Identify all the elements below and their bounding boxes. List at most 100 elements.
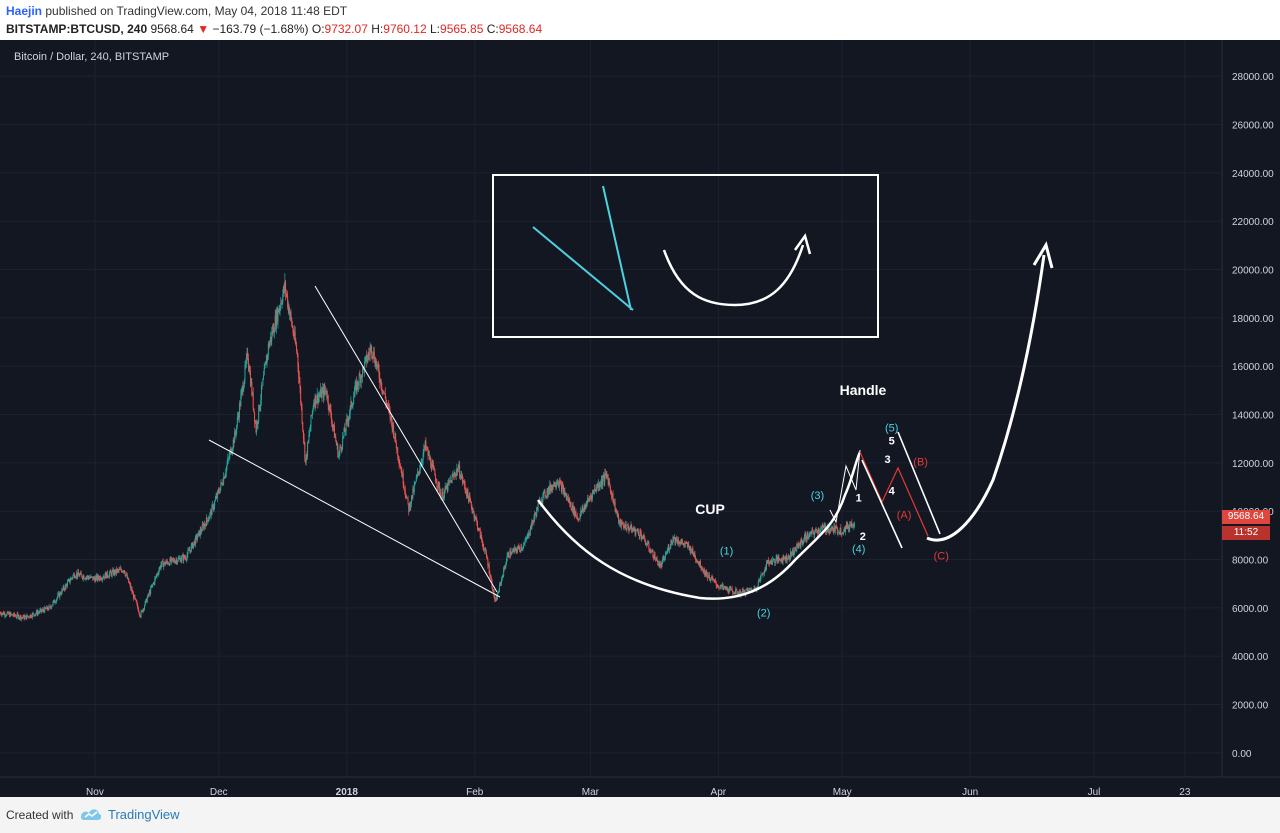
candle-body (240, 394, 242, 406)
candle-body (183, 555, 185, 561)
publish-line: Haejin published on TradingView.com, May… (6, 2, 1276, 20)
candle-body (318, 396, 320, 403)
candle-body (88, 577, 90, 579)
price-tick-label: 24000.00 (1232, 169, 1274, 180)
candle-body (711, 577, 713, 579)
candle-body (823, 526, 825, 528)
candle-body (779, 559, 781, 561)
time-axis[interactable]: Nov Dec 2018 Feb Mar Apr May Jun Jul 23 (86, 787, 1191, 797)
candle-body (560, 481, 562, 484)
candle-body (119, 568, 121, 570)
candle-body (801, 539, 803, 542)
candle-body (146, 599, 148, 603)
candle-body (183, 555, 185, 558)
time-tick-label: 23 (1179, 787, 1191, 797)
candle-body (481, 535, 483, 541)
candle-body (66, 584, 68, 587)
candle-body (41, 610, 43, 612)
price-axis[interactable]: 28000.00 26000.00 24000.00 22000.00 20000.00… (1232, 72, 1274, 760)
candle-body (502, 576, 504, 578)
low-value: 9565.85 (440, 22, 484, 36)
candle-body (772, 559, 774, 560)
candle-body (675, 537, 677, 543)
candle-body (256, 422, 258, 425)
candle-body (806, 533, 808, 541)
candle-body (29, 614, 31, 618)
candle-body (350, 401, 352, 407)
candle-body (24, 615, 26, 617)
candle-body (732, 593, 734, 594)
candle-body (653, 557, 655, 559)
candle-body (409, 503, 411, 508)
candle-body (13, 613, 15, 616)
candle-body (90, 576, 92, 578)
price-tick-label: 28000.00 (1232, 72, 1274, 83)
candle-body (809, 533, 811, 534)
candle-body (31, 613, 33, 618)
candle-body (695, 559, 697, 562)
candle-body (78, 574, 80, 577)
candle-body (400, 468, 402, 471)
candle-body (461, 474, 463, 476)
candle-body (473, 511, 475, 518)
candle-body (777, 556, 779, 562)
candle-body (332, 424, 334, 427)
candle-body (51, 606, 53, 609)
candle-body (536, 507, 538, 511)
candle-body (619, 520, 621, 522)
grid-lines (0, 40, 1222, 777)
candle-body (446, 485, 448, 489)
candle-body (204, 524, 206, 525)
candle-body (376, 365, 378, 367)
candle-body (416, 475, 418, 478)
candle-body (267, 343, 269, 355)
candle-body (638, 535, 640, 536)
candle-body (243, 386, 245, 392)
tradingview-brand-link[interactable]: TradingView (108, 807, 180, 822)
candle-body (585, 504, 587, 507)
candle-body (135, 599, 137, 603)
candle-body (558, 482, 560, 487)
candle-body (244, 365, 246, 380)
price-tick-label: 22000.00 (1232, 217, 1274, 228)
candle-body (278, 309, 280, 313)
candle-body (574, 506, 576, 516)
candle-body (571, 504, 573, 511)
candle-body (130, 584, 132, 590)
candle-body (228, 457, 230, 458)
author-link[interactable]: Haejin (6, 4, 43, 18)
candle-body (601, 479, 603, 485)
candle-body (349, 406, 351, 414)
candle-body (764, 567, 766, 573)
candle-body (580, 510, 582, 513)
candle-body (201, 524, 203, 532)
candle-body (425, 441, 427, 448)
candle-body (715, 583, 717, 586)
candle-body (613, 502, 615, 504)
candle-body (721, 584, 723, 587)
candle-body (643, 534, 645, 537)
candle-body (427, 448, 429, 456)
candle-body (434, 469, 436, 476)
candle-body (256, 422, 258, 432)
price-tick-label: 2000.00 (1232, 701, 1269, 712)
candle-body (470, 502, 472, 507)
candle-body (509, 550, 511, 558)
candle-body (290, 312, 292, 319)
candle-body (429, 458, 431, 460)
candle-body (692, 548, 694, 554)
candle-body (578, 518, 580, 520)
candle-body (610, 490, 612, 493)
candle-body (503, 567, 505, 577)
candle-body (130, 588, 132, 590)
inset-cup-curve (662, 244, 805, 307)
candle-body (314, 395, 316, 406)
candle-body (331, 416, 333, 424)
candle-body (639, 530, 641, 536)
candle-body (138, 611, 140, 614)
candle-body (814, 528, 816, 532)
chart-area[interactable]: CUP Handle (1) (2) (3) (4) (5) 1 2 3 4 5 (A) (B) (C) 2… (0, 40, 1280, 797)
candle-body (390, 415, 392, 419)
candle-body (159, 566, 161, 569)
